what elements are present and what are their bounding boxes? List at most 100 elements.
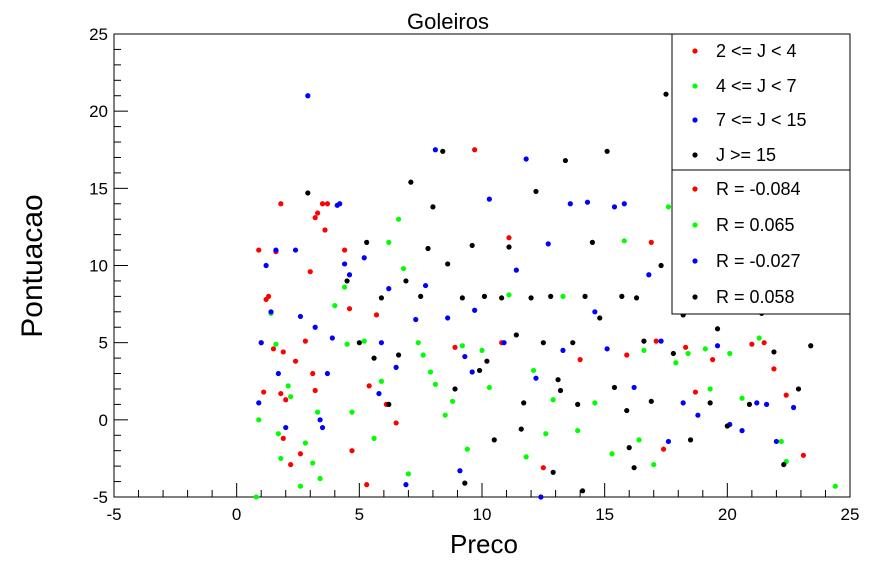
- data-point-series-3: [275, 370, 281, 377]
- data-point-series-3: [621, 201, 627, 207]
- x-tick-label: 15: [595, 505, 614, 524]
- data-point-series-1: [312, 387, 318, 394]
- data-point-series-3: [739, 428, 745, 434]
- data-point-series-4: [371, 355, 377, 361]
- data-point-series-4: [476, 367, 483, 374]
- data-point-series-4: [597, 315, 603, 321]
- data-point-series-1: [288, 461, 294, 468]
- data-point-series-4: [781, 461, 787, 468]
- data-point-series-4: [658, 262, 664, 269]
- legend-series-label: 2 <= J < 4: [716, 41, 797, 61]
- y-tick-label: 0: [99, 411, 108, 430]
- data-point-series-4: [714, 326, 721, 332]
- data-point-series-1: [577, 357, 583, 363]
- data-point-series-4: [425, 245, 431, 252]
- data-point-series-1: [270, 346, 277, 352]
- data-point-series-1: [280, 349, 286, 355]
- data-point-series-1: [310, 370, 316, 377]
- data-point-series-4: [506, 244, 512, 250]
- data-point-series-3: [346, 272, 353, 278]
- data-point-series-4: [513, 332, 519, 338]
- data-point-series-1: [283, 397, 289, 403]
- data-point-series-4: [589, 239, 596, 245]
- data-point-series-4: [771, 349, 777, 355]
- data-point-series-3: [754, 400, 760, 406]
- data-point-series-4: [418, 293, 424, 299]
- data-point-series-1: [280, 435, 286, 441]
- data-point-series-4: [378, 295, 385, 301]
- y-tick-label: 20: [89, 102, 108, 121]
- data-point-series-2: [349, 409, 355, 415]
- legend-marker: [692, 258, 698, 264]
- data-point-series-3: [538, 494, 544, 500]
- data-point-series-1: [692, 389, 699, 395]
- legend-stat-label: R = -0.084: [716, 179, 801, 199]
- data-point-series-1: [624, 352, 630, 358]
- data-point-series-2: [278, 455, 284, 462]
- data-point-series-4: [808, 343, 814, 349]
- data-point-series-4: [403, 278, 409, 284]
- data-point-series-3: [292, 247, 299, 253]
- data-point-series-3: [567, 201, 573, 207]
- data-point-series-4: [491, 437, 497, 443]
- data-point-series-1: [771, 366, 777, 372]
- data-point-series-3: [592, 309, 598, 315]
- data-point-series-3: [337, 201, 343, 207]
- data-point-series-4: [557, 387, 564, 394]
- x-tick-label: 25: [841, 505, 860, 524]
- data-point-series-4: [445, 261, 451, 267]
- data-point-series-2: [427, 369, 434, 375]
- data-point-series-2: [405, 471, 411, 477]
- data-point-series-3: [263, 262, 269, 269]
- data-point-series-2: [560, 293, 566, 299]
- data-point-series-4: [386, 401, 392, 407]
- data-point-series-3: [501, 340, 507, 346]
- legend-marker: [692, 294, 698, 300]
- data-point-series-1: [660, 446, 667, 452]
- data-point-series-4: [469, 242, 475, 249]
- legend-marker: [692, 222, 698, 228]
- data-point-series-3: [342, 261, 348, 267]
- y-tick-label: -5: [93, 488, 108, 507]
- legend-marker: [692, 186, 698, 192]
- legend-series-label: 4 <= J < 7: [716, 76, 797, 96]
- y-tick-label: 25: [89, 25, 108, 44]
- data-point-series-4: [624, 407, 630, 414]
- data-point-series-2: [275, 431, 281, 437]
- data-point-series-1: [783, 392, 789, 398]
- data-point-series-1: [710, 357, 716, 363]
- data-point-series-4: [481, 293, 488, 299]
- data-point-series-3: [268, 309, 274, 315]
- data-point-series-2: [297, 483, 304, 489]
- data-point-series-4: [579, 488, 586, 494]
- data-point-series-4: [395, 352, 402, 358]
- data-point-series-1: [319, 201, 326, 207]
- data-point-series-4: [795, 386, 802, 392]
- data-point-series-1: [342, 247, 348, 253]
- axis-ticks: [113, 33, 851, 498]
- legend-marker: [692, 83, 698, 89]
- data-point-series-3: [297, 313, 304, 320]
- x-tick-label: 5: [355, 505, 364, 524]
- y-tick-label: 10: [89, 257, 108, 276]
- data-point-series-2: [332, 303, 338, 309]
- data-point-series-2: [415, 340, 421, 346]
- data-point-series-2: [575, 428, 581, 434]
- data-point-series-1: [472, 147, 478, 153]
- x-tick-label: 0: [232, 505, 241, 524]
- data-point-series-2: [673, 360, 679, 366]
- data-point-series-2: [702, 346, 708, 352]
- data-point-series-2: [288, 394, 294, 400]
- data-point-series-1: [292, 358, 299, 364]
- y-axis-label: Pontuacao: [16, 194, 49, 337]
- data-point-series-2: [386, 239, 392, 245]
- data-point-series-2: [651, 461, 657, 468]
- data-point-series-2: [315, 409, 321, 415]
- data-point-series-1: [278, 390, 284, 397]
- data-point-series-3: [523, 156, 529, 162]
- data-point-series-2: [621, 238, 627, 244]
- data-point-series-2: [310, 460, 316, 466]
- y-tick-label: 15: [89, 179, 108, 198]
- data-point-series-3: [312, 324, 318, 330]
